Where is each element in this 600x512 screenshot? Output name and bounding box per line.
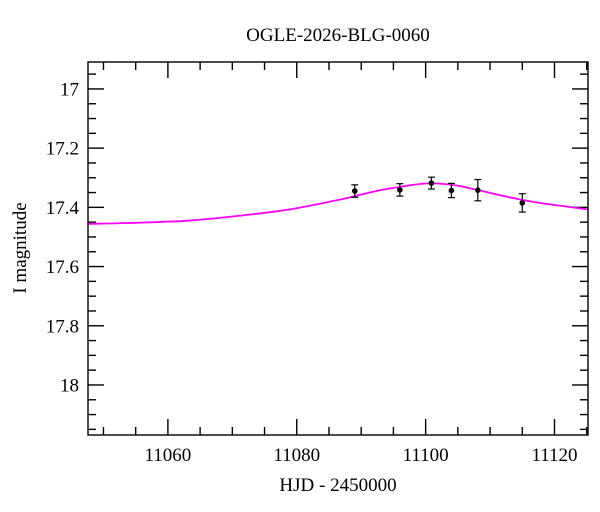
- y-tick-label: 17.6: [46, 257, 79, 278]
- y-tick-label: 17: [60, 79, 79, 100]
- data-point: [518, 193, 526, 213]
- x-tick-label: 11100: [403, 445, 449, 466]
- x-tick-label: 11060: [144, 445, 191, 466]
- axis-ticks: [88, 62, 588, 435]
- x-axis-label: HJD - 2450000: [279, 475, 396, 496]
- data-point-marker: [351, 188, 358, 194]
- data-point: [351, 184, 359, 198]
- data-point: [396, 183, 404, 197]
- data-points-layer: [351, 176, 526, 213]
- x-tick-label: 11120: [531, 445, 577, 466]
- axis-tick-labels: 11060 11080 11100 11120 17 17.2 17.4 17.6 17.8 18: [46, 79, 578, 466]
- data-point-marker: [475, 187, 481, 193]
- data-point: [474, 178, 482, 202]
- x-tick-label: 11080: [273, 445, 320, 466]
- chart-title: OGLE-2026-BLG-0060: [246, 25, 430, 46]
- data-point-marker: [428, 180, 435, 186]
- y-tick-label: 18: [60, 375, 79, 396]
- data-point-marker: [397, 187, 403, 193]
- y-tick-label: 17.4: [46, 198, 80, 219]
- model-curve: [87, 182, 589, 225]
- y-tick-label: 17.2: [46, 139, 79, 160]
- data-point: [447, 182, 455, 199]
- data-point-marker: [448, 187, 455, 194]
- y-tick-label: 17.8: [46, 316, 79, 337]
- model-curve-layer: [87, 182, 589, 225]
- data-point: [427, 176, 435, 190]
- y-axis-label: I magnitude: [10, 202, 31, 293]
- plot-frame: [87, 61, 589, 436]
- data-point-marker: [519, 200, 526, 206]
